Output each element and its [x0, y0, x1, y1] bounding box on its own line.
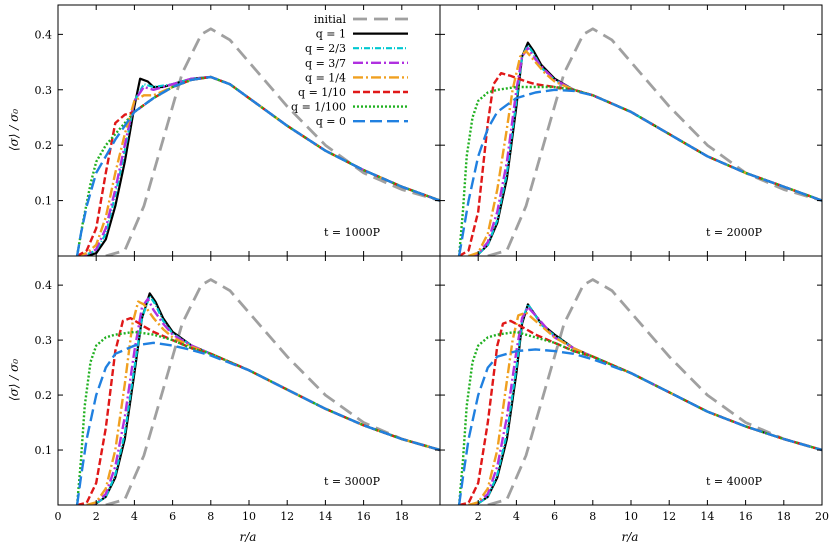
y-tick-label: 0.3	[35, 334, 53, 347]
series-line-q-1-4	[468, 49, 822, 256]
series-line-initial	[487, 278, 822, 505]
y-tick-label: 0.4	[35, 28, 53, 41]
series-group	[457, 27, 822, 256]
series-line-q-1-100	[75, 330, 440, 505]
legend-label: q = 0	[316, 115, 346, 128]
panel-frame	[57, 4, 441, 257]
x-axis-title-left: r/a	[240, 530, 257, 544]
legend-label: q = 3/7	[305, 57, 346, 70]
series-group	[457, 278, 822, 505]
y-tick-label: 0.4	[35, 279, 53, 292]
y-tick-label: 0.2	[35, 389, 53, 402]
x-tick-label: 14	[318, 510, 332, 523]
panel-2: t = 2000P	[439, 4, 823, 257]
series-line-initial	[487, 27, 822, 256]
series-group	[75, 27, 440, 256]
x-axis-title-right: r/a	[622, 530, 639, 544]
series-line-q-1-10	[458, 319, 822, 505]
y-tick-label: 0.1	[35, 444, 53, 457]
y-axis-title-top: ⟨σ⟩ / σ₀	[7, 109, 21, 151]
series-line-initial	[105, 27, 440, 256]
series-line-q-2-3	[468, 44, 822, 256]
series-line-q-0	[75, 341, 440, 505]
legend-label: q = 2/3	[305, 42, 346, 55]
y-tick-label: 0.3	[35, 84, 53, 97]
x-tick-label: 2	[93, 510, 100, 523]
series-line-q-0	[457, 88, 822, 256]
x-tick-label: 0	[55, 510, 62, 523]
panel-3: 0.1 0.2 0.3 0.4 0 2 4 6 8 10 12 14 16 18 t = 3000P	[35, 255, 441, 523]
x-tick-label: 12	[662, 510, 676, 523]
series-group	[75, 278, 440, 505]
series-line-q-1-10	[458, 71, 822, 256]
panels: 0.10.20.30.4t = 1000P t = 2000P0.10.20.30…	[35, 4, 829, 523]
legend-label: q = 1	[316, 28, 346, 41]
x-tick-label: 20	[815, 510, 829, 523]
x-tick-label: 10	[624, 510, 638, 523]
panel-label: t = 1000P	[324, 226, 381, 239]
panel-1: 0.1 0.2 0.3 0.4 t = 1000P	[35, 4, 441, 257]
x-tick-label: 8	[207, 510, 214, 523]
panel-label: t = 2000P	[706, 226, 763, 239]
x-tick-label: 16	[357, 510, 371, 523]
series-line-q-1-100	[457, 330, 822, 505]
series-line-q-1-100	[457, 85, 822, 256]
series-line-q-0	[457, 348, 822, 505]
x-tick-label: 10	[242, 510, 256, 523]
x-tick-label: 8	[589, 510, 596, 523]
series-line-q-3-7	[468, 305, 822, 505]
legend: initial q = 1q = 2/3 q = 3/7q = 1/4 q = 1/1…	[291, 13, 408, 128]
legend-label: q = 1/4	[305, 71, 346, 84]
panel-label: t = 4000P	[706, 475, 763, 488]
x-tick-label: 14	[700, 510, 714, 523]
legend-label: q = 1/10	[298, 86, 346, 99]
x-tick-label: 18	[777, 510, 791, 523]
y-tick-label: 0.1	[35, 195, 53, 208]
panel-label: t = 3000P	[324, 475, 381, 488]
series-line-q-1	[468, 41, 822, 256]
legend-label: q = 1/100	[291, 101, 346, 114]
x-tick-label: 12	[280, 510, 294, 523]
y-axis-title-bottom: ⟨σ⟩ / σ₀	[7, 359, 21, 401]
panel-4: 2 4 6 8 10 12 14 16 18 20 t = 4000P	[439, 255, 829, 523]
series-line-q-1-4	[468, 311, 822, 505]
series-line-q-0	[75, 75, 440, 256]
x-tick-label: 2	[475, 510, 482, 523]
x-tick-label: 6	[551, 510, 558, 523]
x-tick-label: 4	[131, 510, 138, 523]
x-tick-label: 16	[739, 510, 753, 523]
y-tick-label: 0.2	[35, 139, 53, 152]
legend-label: initial	[314, 13, 347, 26]
x-tick-label: 18	[395, 510, 409, 523]
x-tick-label: 6	[169, 510, 176, 523]
x-tick-label: 4	[513, 510, 520, 523]
